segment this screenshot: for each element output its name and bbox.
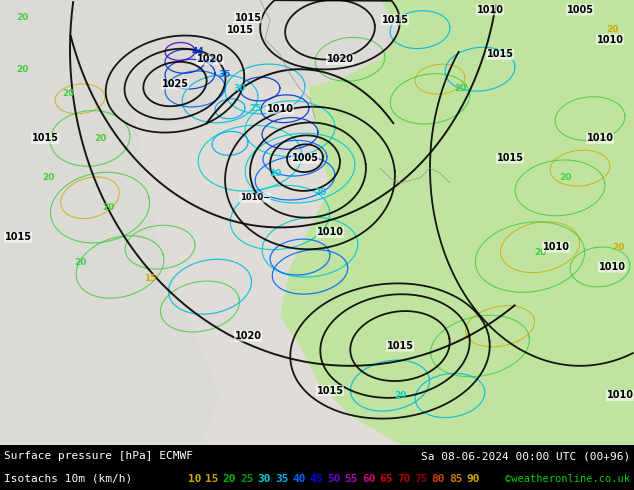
Text: 1025: 1025	[162, 79, 188, 89]
Text: 20: 20	[454, 84, 466, 94]
Text: 1010: 1010	[586, 133, 614, 144]
Polygon shape	[480, 0, 634, 148]
Text: 65: 65	[379, 474, 393, 484]
Text: 25: 25	[240, 474, 254, 484]
Text: 20: 20	[269, 169, 281, 177]
Text: 1020: 1020	[197, 54, 224, 64]
Text: 1020: 1020	[235, 331, 261, 341]
Text: 15: 15	[205, 474, 219, 484]
Text: 20: 20	[16, 65, 28, 74]
Text: 20: 20	[102, 203, 114, 212]
Text: 60: 60	[362, 474, 375, 484]
Text: 1010−: 1010−	[240, 193, 270, 202]
Text: 20: 20	[61, 90, 74, 98]
Text: 20: 20	[42, 173, 54, 182]
Text: 1015: 1015	[226, 24, 254, 35]
Text: Sa 08-06-2024 00:00 UTC (00+96): Sa 08-06-2024 00:00 UTC (00+96)	[421, 451, 630, 461]
Text: 1010: 1010	[607, 391, 633, 400]
Text: 35: 35	[275, 474, 288, 484]
Text: 1020: 1020	[327, 54, 354, 64]
Polygon shape	[200, 0, 400, 89]
Text: 20: 20	[559, 173, 571, 182]
Text: Isotachs 10m (km/h): Isotachs 10m (km/h)	[4, 474, 133, 484]
Text: 20: 20	[94, 134, 106, 143]
Text: 85: 85	[449, 474, 462, 484]
Text: 25: 25	[249, 104, 261, 113]
Text: 50: 50	[327, 474, 340, 484]
Text: 1010: 1010	[316, 227, 344, 237]
Text: 1010: 1010	[266, 104, 294, 114]
Polygon shape	[0, 0, 120, 69]
Text: 20: 20	[606, 25, 618, 34]
Text: 20: 20	[534, 247, 546, 257]
Polygon shape	[0, 0, 220, 445]
Text: 35: 35	[219, 70, 231, 79]
Text: 40: 40	[204, 57, 216, 66]
Text: 20: 20	[74, 258, 86, 267]
Text: 30: 30	[234, 84, 246, 94]
Polygon shape	[280, 0, 634, 445]
Text: 44: 44	[191, 47, 204, 56]
Text: 75: 75	[414, 474, 428, 484]
Text: 10: 10	[188, 474, 202, 484]
Polygon shape	[0, 0, 250, 138]
Text: 90: 90	[467, 474, 480, 484]
Text: 15: 15	[144, 274, 156, 283]
Text: 1015: 1015	[32, 133, 58, 144]
Text: ©weatheronline.co.uk: ©weatheronline.co.uk	[505, 474, 630, 484]
Text: 1015: 1015	[496, 153, 524, 163]
Text: 20: 20	[314, 188, 326, 197]
Text: 1010: 1010	[543, 242, 569, 252]
Text: 1015: 1015	[486, 49, 514, 59]
FancyBboxPatch shape	[0, 0, 634, 445]
Text: 1010: 1010	[598, 262, 626, 272]
Text: 20: 20	[16, 13, 28, 23]
Text: 20: 20	[612, 243, 624, 252]
Text: 1015: 1015	[382, 15, 408, 25]
Text: 1005: 1005	[292, 153, 318, 163]
Text: Surface pressure [hPa] ECMWF: Surface pressure [hPa] ECMWF	[4, 451, 193, 461]
Text: 1015: 1015	[4, 232, 32, 242]
Text: 55: 55	[345, 474, 358, 484]
Text: 1015: 1015	[235, 13, 261, 23]
Text: 80: 80	[432, 474, 445, 484]
Text: 45: 45	[310, 474, 323, 484]
Text: 30: 30	[257, 474, 271, 484]
Text: 1015: 1015	[316, 386, 344, 395]
Text: 70: 70	[397, 474, 410, 484]
Text: 1005: 1005	[567, 5, 593, 15]
Text: 1015: 1015	[387, 341, 413, 351]
Text: 20: 20	[223, 474, 236, 484]
Text: 20: 20	[394, 391, 406, 400]
Text: 40: 40	[292, 474, 306, 484]
Text: 1010: 1010	[597, 35, 623, 45]
Text: 1010: 1010	[477, 5, 503, 15]
